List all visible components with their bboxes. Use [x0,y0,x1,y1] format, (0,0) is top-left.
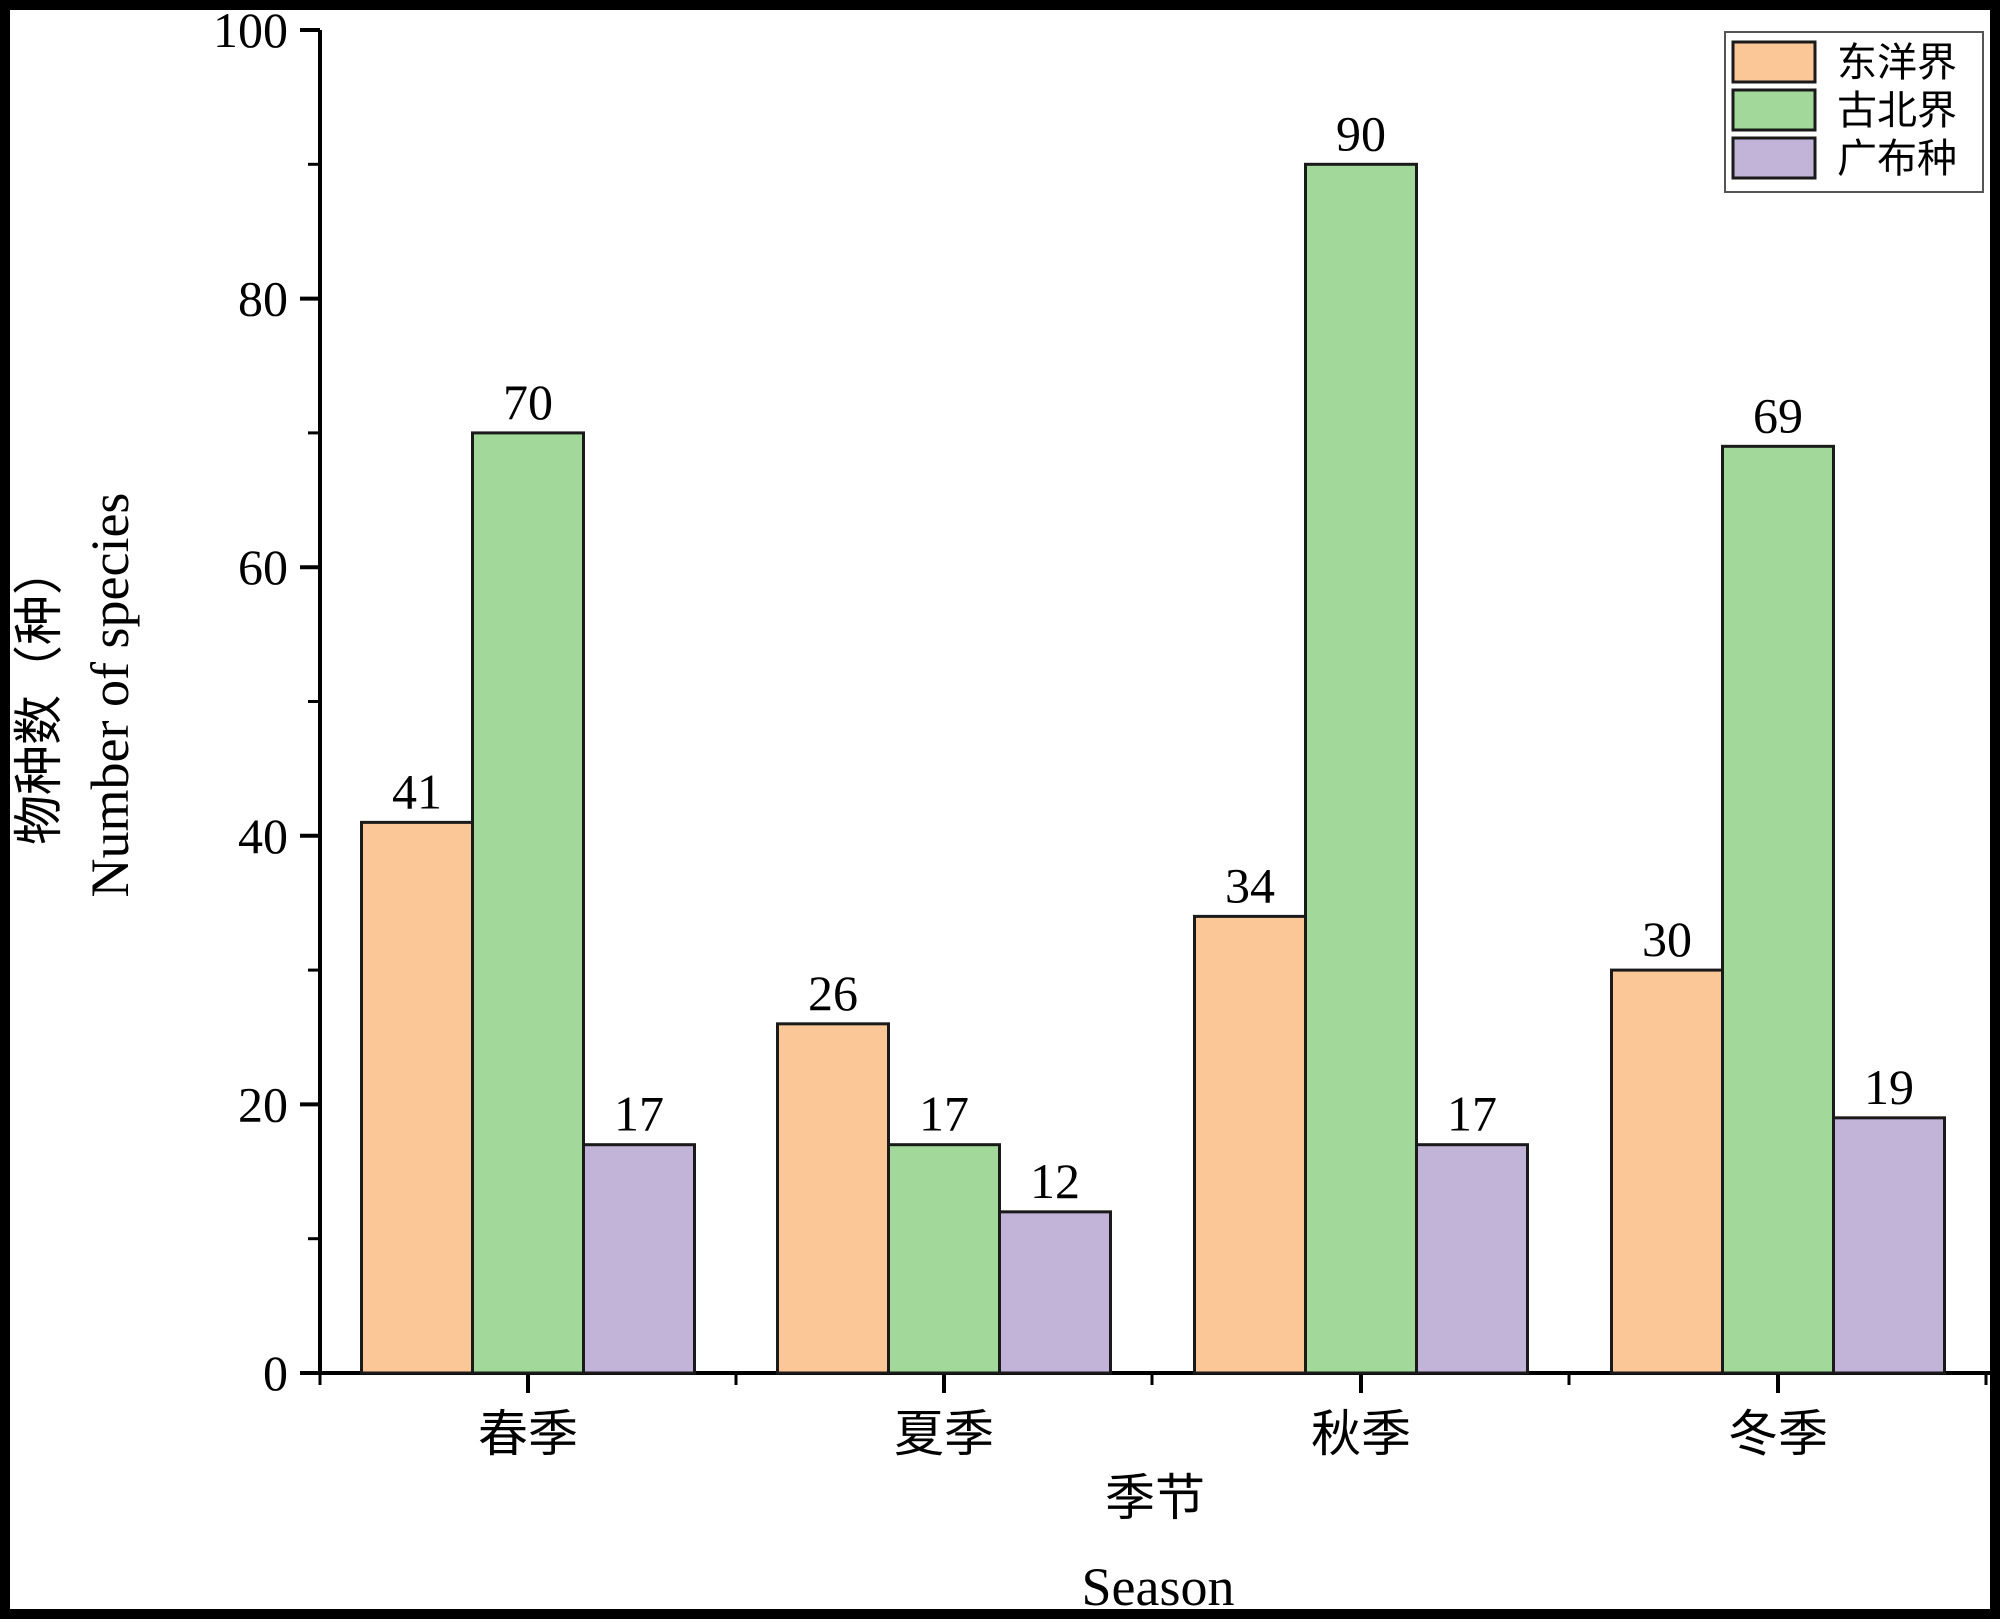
x-category-label: 夏季 [894,1405,994,1463]
bar-value-label: 17 [919,1086,969,1142]
bar-value-label: 17 [614,1086,664,1142]
y-tick-label: 80 [238,271,288,327]
x-category-label: 秋季 [1311,1405,1411,1463]
bar-value-label: 34 [1225,857,1275,913]
bar [776,1022,890,1375]
x-axis-title-en: Season [1082,1557,1235,1617]
y-tick-label: 60 [238,539,288,595]
bar [998,1210,1112,1375]
bar [1610,968,1724,1375]
bar-value-label: 90 [1336,105,1386,161]
legend-label: 古北界 [1837,88,1957,134]
legend-label: 广布种 [1837,136,1957,182]
bar [887,1143,1001,1375]
y-axis-title-cn: 物种数（种） [10,545,68,845]
x-axis-title-cn: 季节 [1105,1469,1205,1527]
bar-value-label: 26 [808,965,858,1021]
x-category-label: 春季 [478,1405,578,1463]
y-axis-title-en: Number of species [80,493,140,898]
legend-swatch [1731,40,1817,84]
bar-value-label: 70 [503,374,553,430]
legend-swatch [1731,88,1817,132]
y-tick-label: 40 [238,808,288,864]
legend-label: 东洋界 [1837,40,1957,86]
bar-value-label: 12 [1030,1153,1080,1209]
bar [1721,444,1835,1375]
bar [1415,1143,1529,1375]
legend-swatch [1731,136,1817,180]
bar [471,431,585,1375]
bar-value-label: 19 [1864,1059,1914,1115]
bar-value-label: 41 [392,763,442,819]
bar [1832,1116,1946,1375]
y-tick-label: 20 [238,1076,288,1132]
bar [582,1143,696,1375]
bar [1304,162,1418,1375]
bar-value-label: 30 [1642,911,1692,967]
y-tick-label: 0 [263,1345,288,1401]
y-tick-label: 100 [213,2,288,58]
bar-value-label: 17 [1447,1086,1497,1142]
x-category-label: 冬季 [1728,1405,1828,1463]
bar-value-label: 69 [1753,387,1803,443]
bar [360,820,474,1375]
bar [1193,914,1307,1375]
